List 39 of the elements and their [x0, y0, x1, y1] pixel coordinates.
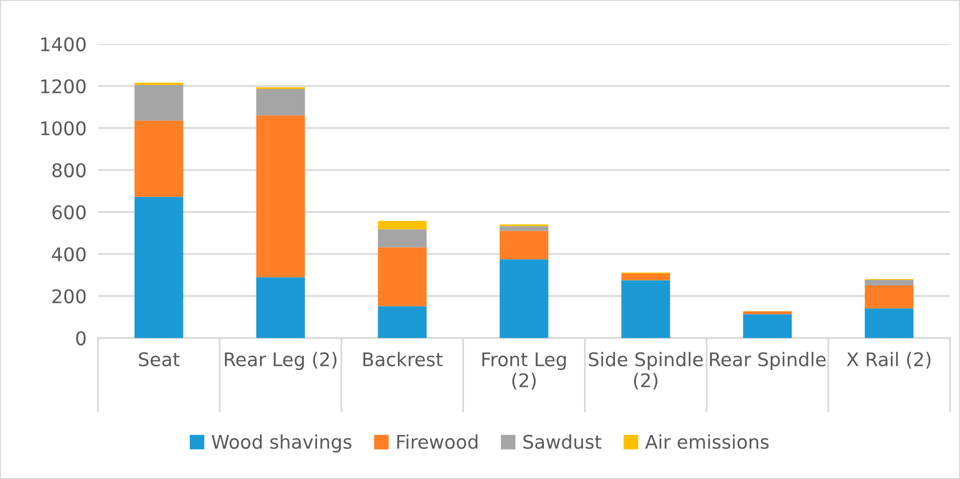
- y-tick-label: 600: [52, 205, 86, 220]
- bar: [378, 220, 427, 230]
- bar: [500, 226, 548, 231]
- bar: [134, 196, 184, 338]
- bar: [378, 229, 427, 248]
- x-tick-label: Backrest: [363, 352, 443, 366]
- bar: [864, 308, 914, 338]
- x-tick-label: Rear Spindle: [710, 352, 826, 370]
- x-tick-label: Front Leg (2): [482, 352, 566, 390]
- legend-label: Sawdust: [523, 434, 602, 449]
- bar: [256, 277, 305, 338]
- bar: [378, 306, 427, 338]
- x-tick-label: Side Spindle (2): [588, 352, 703, 390]
- bar: [621, 280, 670, 338]
- bar: [256, 88, 305, 116]
- bar: [864, 286, 914, 308]
- bar: [134, 120, 184, 197]
- y-tick-label: 400: [52, 247, 86, 262]
- bar: [621, 273, 670, 280]
- legend-label: Air emissions: [645, 434, 769, 449]
- y-tick-label: 200: [52, 289, 86, 304]
- x-tick-label: Rear Leg (2): [224, 352, 336, 370]
- y-tick-label: 1000: [41, 121, 86, 136]
- y-tick-label: 1200: [41, 79, 86, 94]
- bar: [743, 314, 792, 338]
- bar: [256, 115, 305, 278]
- bar: [500, 259, 548, 338]
- legend-label: Wood shavings: [212, 434, 352, 453]
- y-tick-label: 800: [52, 163, 86, 178]
- y-tick-label: 0: [76, 331, 86, 346]
- bar: [500, 230, 548, 260]
- legend-label: Firewood: [397, 434, 478, 449]
- y-tick-label: 1400: [41, 37, 86, 52]
- bar: [378, 247, 427, 306]
- bar: [134, 84, 184, 121]
- x-tick-label: X Rail (2): [846, 352, 930, 369]
- bar: [743, 311, 792, 314]
- bar: [864, 280, 914, 286]
- x-tick-label: Seat: [138, 352, 180, 366]
